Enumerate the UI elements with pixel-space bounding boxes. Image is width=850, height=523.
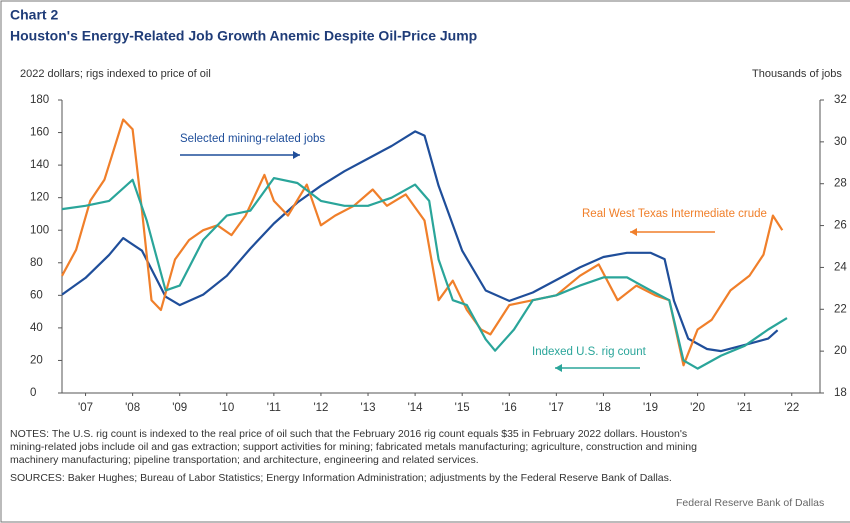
y-tick-label: 100 (30, 224, 49, 236)
credit: Federal Reserve Bank of Dallas (676, 497, 824, 509)
x-tick-label: '13 (361, 402, 376, 414)
x-tick-label: '11 (267, 402, 281, 414)
x-tick-label: '09 (172, 402, 187, 414)
x-tick-label: '16 (502, 402, 517, 414)
y-tick-label: 120 (30, 192, 49, 204)
series-line (61, 130, 779, 353)
arrow-head (555, 364, 562, 372)
x-tick-label: '14 (408, 402, 424, 414)
x-tick-label: '15 (455, 402, 470, 414)
series-line (61, 177, 788, 370)
x-tick-label: '10 (219, 402, 234, 414)
y2-tick-label: 30 (834, 136, 847, 148)
arrow-head (293, 151, 300, 159)
sources: SOURCES: Baker Hughes; Bureau of Labor S… (10, 472, 672, 484)
y2-tick-label: 22 (834, 303, 847, 315)
notes-line: NOTES: The U.S. rig count is indexed to … (10, 428, 687, 440)
x-tick-label: '17 (549, 402, 564, 414)
x-tick-label: '18 (596, 402, 611, 414)
y-tick-label: 0 (30, 387, 36, 399)
notes-line: machinery manufacturing; pipeline transp… (10, 454, 479, 466)
x-tick-label: '12 (313, 402, 328, 414)
y-axis-label: 2022 dollars; rigs indexed to price of o… (20, 68, 211, 80)
y2-tick-label: 20 (834, 345, 847, 357)
x-tick-label: '07 (78, 402, 93, 414)
y2-tick-label: 32 (834, 94, 847, 106)
y2-tick-label: 18 (834, 387, 847, 399)
series-label: Selected mining-related jobs (180, 133, 325, 145)
y-tick-label: 80 (30, 257, 43, 269)
chart-title: Houston's Energy-Related Job Growth Anem… (10, 28, 477, 44)
series-line (61, 118, 784, 367)
x-tick-label: '22 (784, 402, 799, 414)
y2-tick-label: 26 (834, 220, 847, 232)
y2-tick-label: 28 (834, 178, 847, 190)
chart-header: Chart 2 (10, 7, 58, 23)
y2-axis-label: Thousands of jobs (752, 68, 842, 80)
y-tick-label: 140 (30, 159, 49, 171)
x-tick-label: '21 (737, 402, 752, 414)
y-tick-label: 180 (30, 94, 49, 106)
x-tick-label: '08 (125, 402, 140, 414)
series-label: Indexed U.S. rig count (532, 346, 647, 358)
y-tick-label: 160 (30, 127, 49, 139)
notes-line: mining-related jobs include oil and gas … (10, 441, 697, 453)
y-tick-label: 40 (30, 322, 43, 334)
x-tick-label: '20 (690, 402, 705, 414)
x-tick-label: '19 (643, 402, 658, 414)
arrow-head (630, 228, 637, 236)
y-tick-label: 20 (30, 354, 43, 366)
y-tick-label: 60 (30, 289, 43, 301)
y2-tick-label: 24 (834, 261, 847, 273)
series-label: Real West Texas Intermediate crude (582, 208, 767, 220)
